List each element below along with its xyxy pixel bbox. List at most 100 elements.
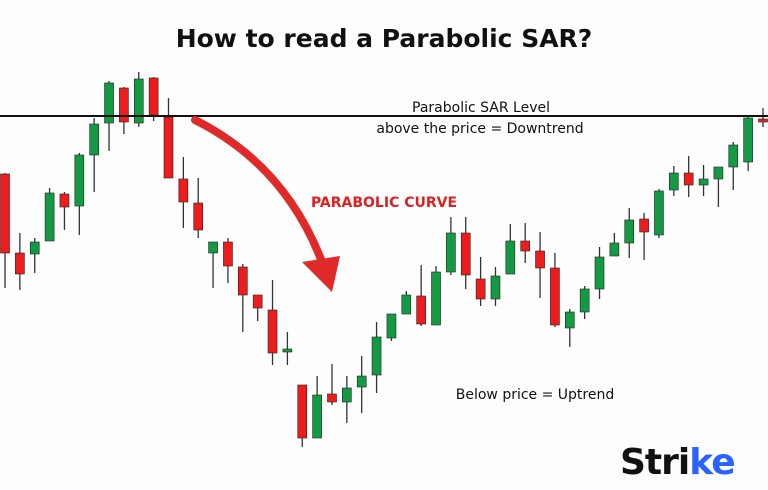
- candle-body-down: [535, 250, 545, 269]
- candle: [252, 294, 263, 321]
- candle: [683, 156, 694, 197]
- candle: [133, 72, 144, 127]
- candle-body-down: [416, 295, 426, 325]
- candle: [535, 232, 545, 298]
- candle-body-up: [669, 172, 679, 191]
- candle-body-up: [342, 387, 352, 403]
- logo-text-main: Stri: [620, 442, 689, 483]
- candle-body-up: [624, 219, 635, 244]
- candle: [238, 264, 248, 332]
- candle: [312, 376, 322, 439]
- candle-body-down: [520, 240, 530, 252]
- candle: [59, 192, 70, 230]
- candle-body-down: [267, 309, 278, 354]
- candle: [669, 166, 679, 196]
- candle: [654, 189, 664, 238]
- parabolic-curve-label: PARABOLIC CURVE: [311, 195, 457, 211]
- candle-body-up: [208, 241, 218, 254]
- candle: [386, 313, 397, 341]
- candle-body-down: [252, 294, 263, 309]
- candle: [282, 332, 293, 365]
- candle: [698, 165, 709, 196]
- candle-body-up: [654, 190, 664, 236]
- parabolic-curve-arrow: [191, 116, 326, 266]
- candle: [44, 188, 55, 242]
- candle: [743, 117, 753, 171]
- candle: [475, 257, 486, 306]
- candle: [520, 223, 530, 263]
- candle-body-down: [297, 384, 308, 439]
- candle: [74, 153, 85, 235]
- candle-body-down: [475, 278, 486, 300]
- candle: [371, 322, 382, 393]
- candle-body-down: [193, 202, 204, 231]
- candle: [267, 280, 278, 365]
- candle: [356, 356, 367, 413]
- candle: [208, 241, 218, 288]
- candle: [713, 166, 724, 207]
- candle-body-down: [758, 118, 768, 123]
- candle: [223, 238, 233, 283]
- candle: [505, 224, 516, 275]
- candle-body-up: [594, 256, 605, 290]
- candle-body-down: [460, 232, 471, 276]
- candle-body-up: [490, 275, 501, 300]
- candle: [431, 266, 441, 326]
- candle-body-up: [371, 336, 382, 376]
- candle-body-up: [743, 117, 753, 163]
- sar-label-line2: above the price = Downtrend: [376, 121, 583, 137]
- candle-body-down: [59, 193, 70, 208]
- candle: [639, 213, 649, 260]
- candle-body-up: [74, 154, 85, 207]
- arrow-head-icon: [302, 256, 340, 292]
- candle-body-up: [29, 241, 40, 255]
- candle: [29, 238, 40, 273]
- candle: [550, 253, 560, 327]
- candle: [594, 247, 605, 299]
- candle: [416, 265, 426, 326]
- candle: [579, 286, 590, 319]
- candle: [178, 157, 189, 228]
- strike-logo: Strike: [620, 442, 735, 483]
- candle: [490, 267, 501, 306]
- candle-body-down: [238, 266, 248, 296]
- candle-body-up: [282, 348, 293, 353]
- candle-body-up: [728, 144, 739, 168]
- candle-body-up: [89, 123, 99, 156]
- candle-body-up: [44, 192, 55, 242]
- candle: [609, 233, 620, 257]
- candle: [342, 376, 352, 423]
- candle-body-up: [446, 232, 456, 273]
- candle-body-up: [401, 294, 412, 315]
- candle: [89, 118, 99, 192]
- candle-body-down: [119, 87, 129, 123]
- candle: [193, 178, 204, 238]
- logo-text-accent: ke: [689, 442, 734, 483]
- candle-body-up: [356, 375, 367, 388]
- sar-label-line1: Parabolic SAR Level: [412, 100, 550, 116]
- candle: [15, 233, 25, 290]
- candle-body-up: [133, 78, 144, 124]
- candle-body-down: [327, 393, 337, 403]
- candle-body-up: [713, 166, 724, 180]
- candle: [624, 208, 635, 258]
- candle: [0, 173, 10, 288]
- candle: [728, 142, 739, 190]
- candle-body-down: [15, 252, 25, 275]
- candle-body-up: [386, 313, 397, 339]
- uptrend-label: Below price = Uptrend: [456, 387, 615, 403]
- candle-body-up: [431, 271, 441, 326]
- candle-body-down: [148, 77, 159, 116]
- candle-body-up: [698, 178, 709, 186]
- candle-body-up: [579, 288, 590, 313]
- candle-body-down: [550, 267, 560, 326]
- candle: [327, 364, 337, 405]
- candle: [297, 384, 308, 447]
- candle-body-up: [564, 311, 575, 329]
- candle-body-down: [178, 178, 189, 203]
- candle: [460, 217, 471, 289]
- candle: [564, 309, 575, 347]
- candle-body-down: [163, 116, 174, 179]
